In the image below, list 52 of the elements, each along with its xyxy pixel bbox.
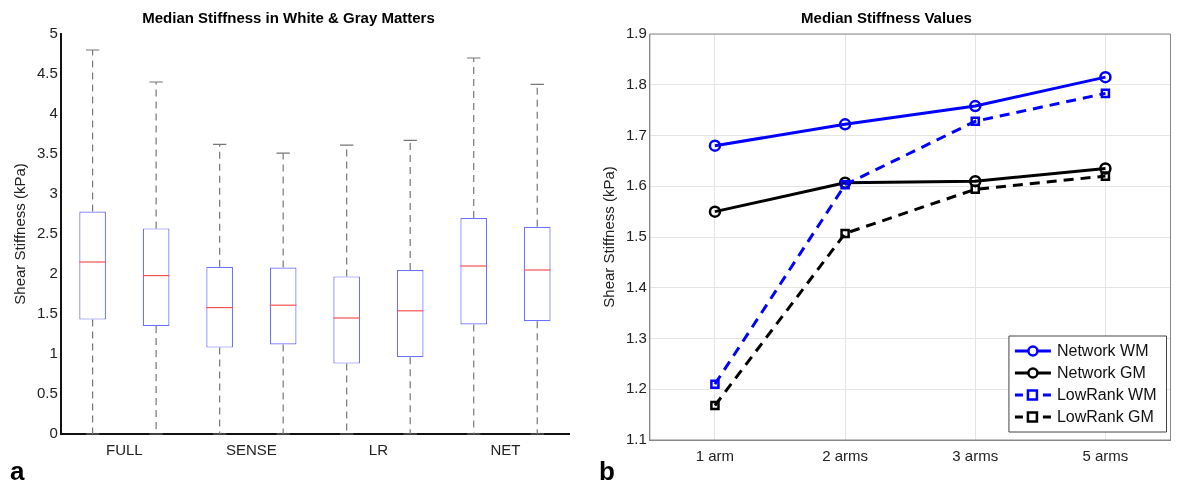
legend-label: LowRank WM (1056, 386, 1157, 404)
y-tick-label: 1.3 (625, 328, 647, 346)
x-tick-label: FULL (106, 441, 143, 459)
x-tick-label: 3 arms (952, 447, 999, 465)
y-axis-title: Shear Stiffness (kPa) (11, 163, 29, 305)
x-tick-label: 1 arm (695, 447, 735, 465)
text: b (599, 456, 615, 487)
y-tick-label: 5 (49, 24, 58, 42)
y-tick-label: 2.5 (36, 224, 58, 242)
y-tick-label: 3.5 (36, 144, 58, 162)
x-tick-label: SENSE (225, 441, 277, 459)
legend-label: Network WM (1056, 342, 1149, 360)
y-tick-label: 1.9 (625, 24, 647, 42)
x-tick-label: NET (490, 441, 521, 459)
point (969, 174, 982, 188)
point (710, 379, 720, 389)
chart-title: Median Stiffness in White & Gray Matters (142, 9, 435, 27)
y-tick-label: 2 (49, 264, 58, 282)
point (969, 99, 982, 113)
y-tick-label: 1.5 (625, 227, 647, 245)
point (1100, 88, 1111, 99)
y-tick-label: 1.2 (625, 379, 647, 397)
point (710, 400, 720, 411)
point (1099, 70, 1112, 84)
y-tick-label: 4 (49, 104, 58, 122)
y-tick-label: 0.5 (36, 384, 58, 402)
y-tick-label: 1.7 (625, 125, 647, 143)
point (708, 139, 722, 152)
legend-label: LowRank GM (1056, 408, 1154, 426)
y-axis-title: Shear Stiffness (kPa) (600, 166, 618, 308)
x-tick-label: 5 arms (1082, 447, 1129, 465)
x-tick-label: 2 arms (822, 447, 869, 465)
y-tick-label: 1.6 (625, 176, 647, 194)
y-tick-label: 1.4 (625, 277, 647, 295)
point (708, 205, 722, 218)
point (970, 184, 981, 195)
point (1100, 171, 1111, 181)
y-tick-label: 0 (49, 424, 58, 442)
text: a (10, 456, 25, 487)
y-tick-label: 1.5 (36, 304, 58, 322)
y-tick-label: 1.1 (625, 430, 647, 448)
x-tick-label: LR (368, 441, 389, 459)
chart-title: Median Stiffness Values (801, 9, 972, 27)
legend-label: Network GM (1056, 364, 1146, 382)
y-tick-label: 3 (49, 184, 58, 202)
point (840, 228, 850, 239)
y-tick-label: 1 (49, 344, 58, 362)
y-tick-label: 1.8 (625, 74, 647, 92)
point (838, 118, 852, 131)
y-tick-label: 4.5 (36, 64, 58, 82)
point (970, 116, 981, 127)
point (1099, 162, 1112, 175)
